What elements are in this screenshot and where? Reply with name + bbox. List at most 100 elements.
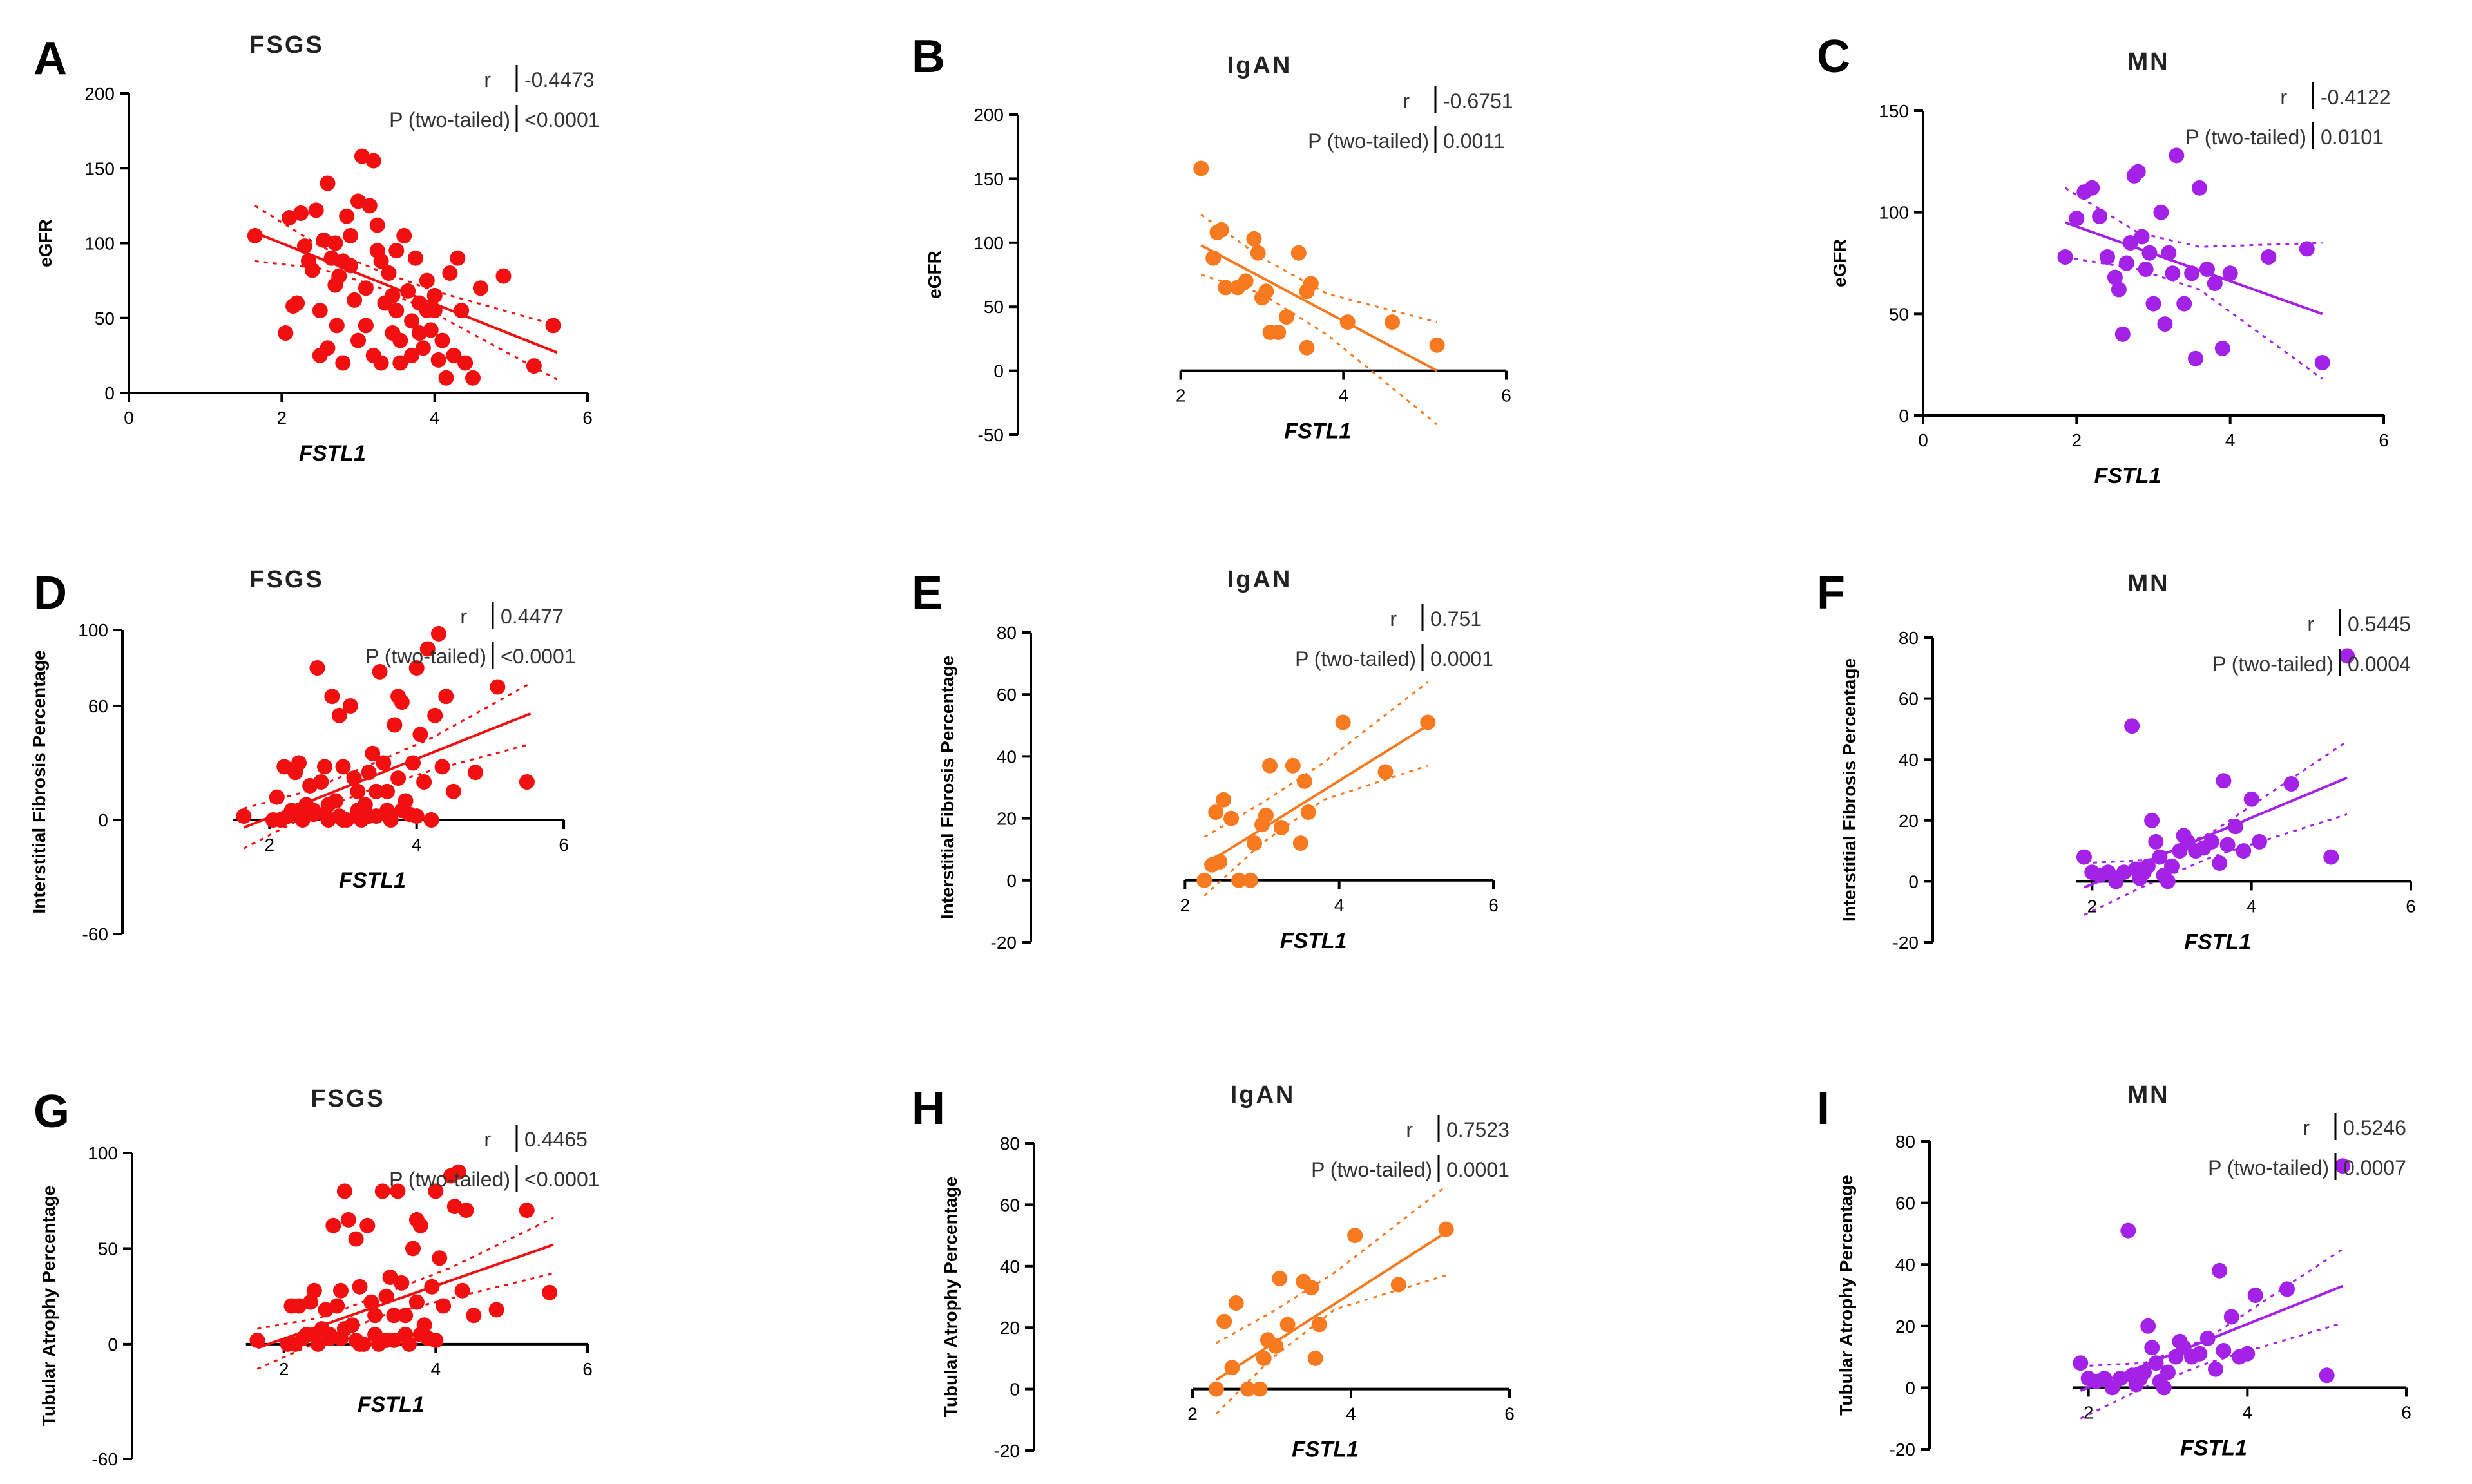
data-point [1250,245,1266,261]
data-point [430,352,446,368]
y-tick-label: 100 [973,233,1004,253]
data-point [2120,1222,2136,1239]
y-tick-label: 20 [1895,1317,1915,1337]
data-point [306,1327,322,1342]
ci-lower-line [1200,274,1438,426]
data-point [352,1279,368,1295]
data-point [373,355,389,371]
data-point [1216,792,1232,808]
data-point [519,1203,535,1219]
data-point [450,1164,466,1180]
data-point [339,208,355,224]
data-point [405,1241,421,1257]
data-point [1429,337,1445,353]
x-tick-label: 6 [2406,896,2416,916]
y-tick-label: 0 [104,383,115,403]
data-point [1252,1381,1268,1397]
data-point [424,1279,440,1295]
data-point [2222,265,2238,281]
data-point [436,1298,452,1314]
data-point [1347,1228,1363,1244]
x-tick-label: 4 [1334,895,1345,915]
data-point [1246,231,1262,247]
data-point [2118,255,2134,271]
data-point [1256,1350,1272,1366]
y-tick-label: 100 [78,620,108,640]
data-point [2227,819,2243,835]
data-point [2172,1333,2188,1349]
data-point [390,689,407,705]
data-point [1377,764,1394,780]
data-point [490,679,506,695]
data-point [1299,339,1315,356]
data-point [427,707,443,723]
stat-p-value: 0.0004 [2348,652,2411,676]
data-point [408,1212,425,1228]
data-point [423,812,439,828]
y-tick-label: 60 [88,696,108,716]
stat-p-value: 0.0101 [2321,126,2384,149]
data-point [2247,1288,2263,1303]
panel-label-F: F [1817,567,1845,619]
x-tick-label: 4 [2225,430,2236,450]
panel-label-H: H [912,1083,945,1134]
y-tick-label: 20 [1000,1318,1020,1338]
data-point [335,355,351,371]
data-point [2144,812,2160,828]
data-point [343,258,359,274]
data-point [335,812,351,828]
data-point [372,663,388,680]
stat-p-label: P (two-tailed) [389,1168,510,1191]
stat-r-label: r [484,68,491,91]
y-tick-label: 40 [1000,1257,1020,1277]
x-axis-label: FSTL1 [1280,929,1347,953]
y-tick-label: 60 [1899,689,1919,709]
data-point [1270,325,1287,340]
stat-r-label: r [1390,607,1397,631]
data-point [1240,1381,1256,1397]
panel-label-B: B [912,31,945,82]
data-point [249,1332,265,1348]
data-point [2192,180,2207,196]
x-tick-label: 6 [582,408,593,428]
regression-line [1215,1231,1447,1381]
data-point [313,774,329,790]
data-point [412,1327,428,1342]
y-axis-label: eGFR [925,251,944,299]
y-tick-label: 20 [1899,811,1919,831]
data-point [457,355,474,371]
ci-upper-line [1216,1185,1447,1344]
data-point [2116,864,2132,880]
data-point [348,1231,364,1247]
panel-label-C: C [1817,31,1850,82]
data-point [2216,1343,2232,1358]
data-point [1300,804,1316,820]
data-point [1307,1350,1323,1366]
data-point [2141,245,2158,261]
data-point [1285,757,1301,774]
data-point [2122,235,2138,251]
data-point [296,238,312,254]
data-point [361,765,377,781]
data-point [350,803,366,819]
data-point [426,287,443,303]
panel-E: E IgAN -20 0 20 40 60 80 2 4 6 FSTL1 Interstitial Fi… [912,566,1499,953]
data-point [1290,245,1307,261]
stat-p-label: P (two-tailed) [2208,1156,2329,1179]
data-point [428,1332,444,1348]
data-point [368,808,384,824]
data-point [387,717,403,733]
ci-lower-line [254,260,558,381]
y-tick-label: 50 [1889,304,1909,324]
data-point [1218,280,1234,296]
data-point [404,347,420,363]
x-tick-label: 2 [2087,896,2098,916]
stat-r-value: -0.4122 [2321,86,2391,109]
y-tick-label: 50 [984,297,1004,317]
stat-p-label: P (two-tailed) [2185,126,2306,149]
data-point [1258,283,1274,300]
y-tick-label: 150 [1879,101,1909,121]
data-point [1247,835,1262,851]
x-axis-label: FSTL1 [1284,419,1351,444]
data-point [374,1183,390,1199]
